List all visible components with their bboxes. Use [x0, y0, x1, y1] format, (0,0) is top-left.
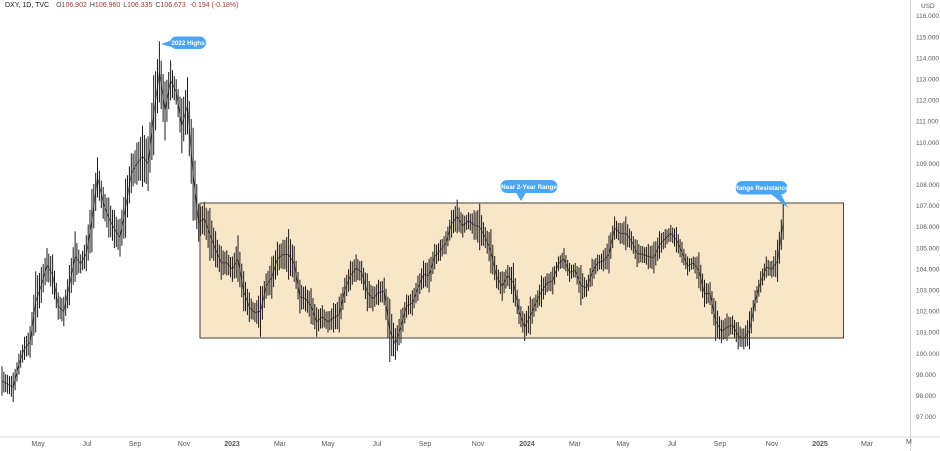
price-tick-label: 114.000	[916, 55, 939, 62]
symbol-description: DXY, 1D, TVC	[5, 2, 50, 9]
callout-label-2022-highs: 2022 Highs	[171, 40, 205, 47]
callout-tail-2022-highs	[161, 40, 171, 47]
price-tick-label: 112.000	[916, 98, 939, 105]
price-tick-label: 108.000	[916, 182, 940, 189]
price-tick-label: 111.000	[916, 119, 939, 126]
price-tick-label: 115.000	[916, 34, 939, 41]
time-tick-label: May	[321, 441, 335, 448]
callout-near-2-year-range[interactable]	[500, 180, 558, 193]
open-value: 106.902	[61, 2, 87, 9]
time-tick-label: Mar	[861, 441, 874, 448]
symbol-legend[interactable]: DXY, 1D, TVC O106.902 H106.960 L106.335 C106…	[5, 2, 238, 10]
price-tick-label: 107.000	[916, 203, 940, 210]
time-tick-label: 2023	[224, 441, 240, 448]
open-label: O	[56, 2, 62, 9]
time-tick-label: Jul	[668, 441, 677, 448]
price-tick-label: 116.000	[916, 13, 939, 20]
callout-tail-near-2-year-range	[516, 192, 526, 201]
time-tick-label: 2025	[812, 441, 828, 448]
close-value: 106.673	[160, 2, 186, 9]
price-tick-label: 113.000	[916, 77, 939, 84]
price-tick-label: 105.000	[916, 245, 940, 252]
price-tick-label: 100.000	[916, 351, 940, 358]
price-tick-label: 99.000	[916, 372, 936, 379]
price-tick-label: 98.000	[916, 393, 936, 400]
callout-tail-range-resistance	[771, 194, 788, 208]
range-box-border[interactable]	[199, 202, 844, 339]
time-tick-label: Sep	[129, 441, 142, 448]
callout-2022-highs[interactable]	[170, 36, 206, 50]
truncated-month-label: M	[906, 439, 912, 446]
price-tick-label: 97.000	[916, 414, 936, 421]
time-tick-label: Nov	[472, 441, 485, 448]
price-tick-label: 102.000	[916, 309, 940, 316]
callout-label-range-resistance: Range Resistance	[734, 185, 789, 192]
close-label: C	[155, 2, 161, 9]
price-tick-label: 109.000	[916, 161, 940, 168]
time-tick-label: Mar	[569, 441, 582, 448]
time-tick-label: Sep	[714, 441, 727, 448]
change-value: -0.194 (-0.18%)	[189, 2, 239, 9]
price-tick-label: 101.000	[916, 330, 940, 337]
high-label: H	[89, 2, 95, 9]
price-tick-label: 103.000	[916, 288, 940, 295]
low-label: L	[123, 2, 128, 9]
time-tick-label: Jul	[373, 441, 382, 448]
callout-range-resistance[interactable]	[735, 181, 788, 195]
time-tick-label: May	[616, 441, 630, 448]
range-box[interactable]	[200, 203, 844, 338]
time-tick-label: May	[31, 441, 45, 448]
price-midline	[1, 71, 784, 388]
price-tick-label: 104.000	[916, 266, 940, 273]
time-tick-label: Nov	[766, 441, 779, 448]
time-tick-label: Mar	[274, 441, 287, 448]
callout-label-near-2-year-range: Near 2-Year Range	[501, 184, 557, 191]
time-tick-label: 2024	[519, 441, 535, 448]
price-tick-label: 106.000	[916, 224, 940, 231]
time-tick-label: Sep	[419, 441, 432, 448]
time-tick-label: Jul	[83, 441, 92, 448]
currency-label: USD	[921, 3, 935, 10]
low-value: 106.335	[127, 2, 153, 9]
price-tick-label: 110.000	[916, 140, 939, 147]
time-tick-label: Nov	[178, 441, 191, 448]
high-value: 106.960	[94, 2, 121, 9]
